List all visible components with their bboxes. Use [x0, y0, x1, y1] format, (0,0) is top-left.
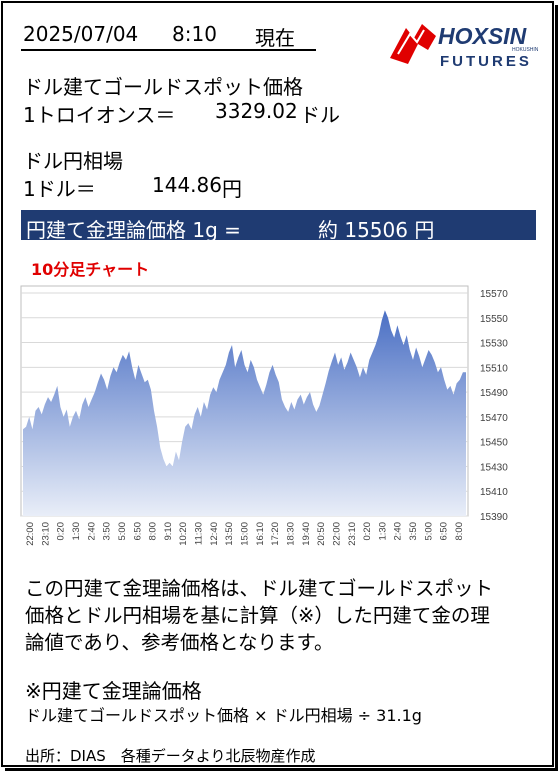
- x-tick-label: 22:00: [331, 522, 342, 546]
- hoxsin-futures-logo: HOXSIN HOKUSHIN FUTURES: [390, 23, 539, 70]
- x-tick-label: 3:50: [408, 522, 419, 541]
- fx-title: ドル円相場: [23, 149, 123, 173]
- x-tick-label: 6:50: [132, 522, 143, 541]
- chart-title: 10分足チャート: [31, 260, 150, 279]
- x-tick-label: 1:30: [377, 522, 388, 541]
- header-now-label: 現在: [255, 26, 295, 50]
- x-tick-label: 11:30: [194, 522, 205, 545]
- theory-price-bar: [21, 210, 536, 240]
- x-tick-label: 6:50: [439, 522, 450, 541]
- y-tick-label: 15430: [480, 462, 508, 473]
- gold-unit: 1トロイオンス＝: [23, 103, 176, 127]
- x-tick-label: 9:10: [163, 522, 174, 541]
- x-tick-label: 8:00: [148, 522, 159, 541]
- x-tick-label: 10:20: [178, 522, 189, 546]
- fx-value: 144.86: [152, 173, 222, 197]
- gold-suffix: ドル: [300, 103, 340, 127]
- gold-title: ドル建てゴールドスポット価格: [23, 75, 303, 99]
- logo-brand-name: HOXSIN: [438, 23, 527, 49]
- x-tick-label: 12:40: [209, 522, 220, 546]
- logo-brand-small: HOKUSHIN: [512, 47, 539, 53]
- gold-value: 3329.02: [215, 99, 298, 123]
- header-time: 8:10: [172, 22, 217, 46]
- frame-shadow: [5, 5, 558, 771]
- logo-emblem-icon: [390, 24, 436, 64]
- x-tick-label: 3:50: [102, 522, 113, 541]
- theory-price-label: 円建て金理論価格 1g =: [26, 218, 241, 242]
- fx-suffix: 円: [222, 177, 242, 201]
- y-tick-label: 15570: [480, 289, 508, 300]
- y-tick-label: 15490: [480, 388, 508, 399]
- header-date: 2025/07/04: [23, 22, 139, 46]
- y-tick-label: 15450: [480, 438, 508, 449]
- y-tick-label: 15390: [480, 512, 508, 523]
- y-tick-label: 15410: [480, 487, 508, 498]
- header-underline: [21, 49, 316, 51]
- x-tick-label: 20:50: [316, 522, 327, 546]
- x-tick-label: 0:20: [362, 522, 373, 541]
- description-line-2: 価格とドル円相場を基に計算（※）した円建て金の理: [25, 604, 490, 627]
- x-tick-label: 18:30: [286, 522, 297, 546]
- x-tick-label: 2:40: [86, 522, 97, 541]
- x-tick-label: 23:10: [40, 522, 51, 546]
- source-note: 出所：DIAS 各種データより北辰物産作成: [25, 747, 316, 765]
- x-tick-label: 0:20: [56, 522, 67, 541]
- price-area-series: [23, 310, 466, 516]
- x-tick-label: 23:10: [347, 522, 358, 546]
- y-tick-label: 15530: [480, 339, 508, 350]
- fx-unit: 1ドル＝: [23, 177, 96, 201]
- x-tick-label: 2:40: [393, 522, 404, 541]
- formula-text: ドル建てゴールドスポット価格 × ドル円相場 ÷ 31.1g: [25, 706, 422, 725]
- x-tick-label: 1:30: [71, 522, 82, 541]
- x-tick-label: 5:00: [117, 522, 128, 541]
- description-line-1: この円建て金理論価格は、ドル建てゴールドスポット: [25, 577, 494, 600]
- x-tick-label: 19:40: [301, 522, 312, 546]
- formula-title: ※円建て金理論価格: [25, 679, 202, 703]
- theory-price-value: 約 15506 円: [318, 218, 435, 242]
- x-tick-label: 22:00: [25, 522, 36, 546]
- logo-brand-sub: FUTURES: [440, 53, 532, 70]
- x-tick-label: 8:00: [454, 522, 465, 541]
- description-line-3: 論値であり、参考価格となります。: [25, 631, 334, 654]
- y-tick-label: 15510: [480, 363, 508, 374]
- y-tick-label: 15550: [480, 314, 508, 325]
- x-tick-label: 17:20: [270, 522, 281, 546]
- x-tick-label: 15:00: [240, 522, 251, 546]
- y-tick-label: 15470: [480, 413, 508, 424]
- x-tick-label: 5:00: [423, 522, 434, 541]
- price-chart: 15390 15410 15430 15450 15470 15490 15510 15530…: [20, 285, 508, 546]
- x-tick-label: 16:10: [255, 522, 266, 546]
- x-tick-label: 13:50: [224, 522, 235, 546]
